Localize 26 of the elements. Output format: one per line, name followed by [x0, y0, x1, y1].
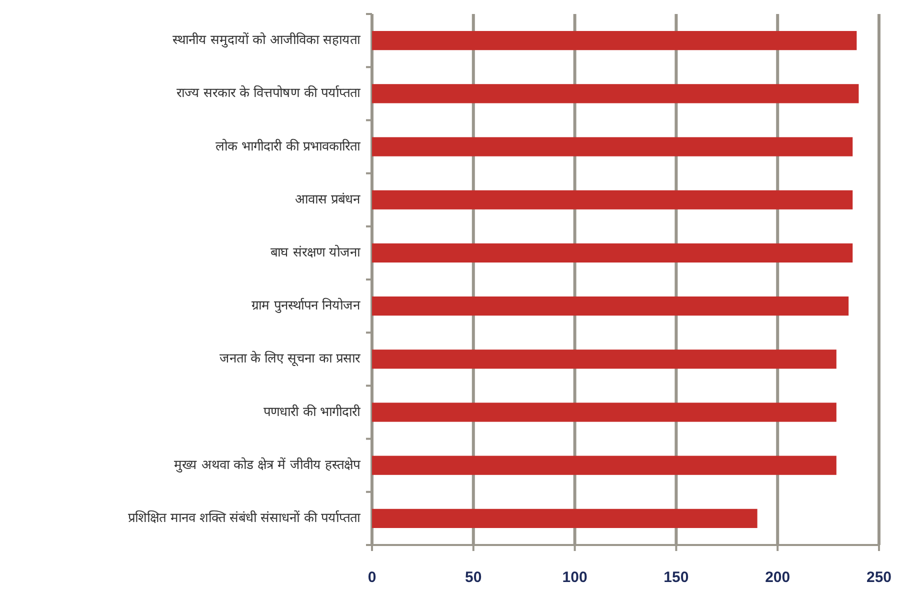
y-tick-label: प्रशिक्षित मानव शक्ति संबंधी संसाधनों की पर्याप्तता	[128, 510, 361, 526]
y-tick-label: स्थानीय समुदायों को आजीविका सहायता	[172, 32, 361, 48]
x-tick-label: 100	[562, 569, 588, 586]
y-tick-label: जनता के लिए सूचना का प्रसार	[219, 350, 361, 367]
x-tick-label: 0	[368, 569, 376, 586]
bar	[372, 190, 853, 210]
x-tick-label: 150	[664, 569, 689, 586]
y-tick-label: राज्य सरकार के वित्तपोषण की पर्याप्तता	[176, 85, 361, 102]
bar	[372, 243, 853, 263]
bar	[372, 30, 857, 50]
bar	[372, 296, 849, 316]
y-tick-label: पणधारी की भागीदारी	[264, 404, 361, 420]
bar	[372, 350, 836, 369]
y-tick-label: आवास प्रबंधन	[294, 192, 361, 208]
x-tick-label: 200	[765, 569, 790, 586]
bar	[372, 508, 758, 528]
bar	[372, 402, 836, 422]
x-tick-label: 250	[866, 569, 892, 586]
y-tick-label: बाघ संरक्षण योजना	[270, 244, 361, 260]
bar	[372, 137, 853, 156]
y-tick-label: ग्राम पुनर्स्थापन नियोजन	[252, 298, 361, 314]
bar	[372, 84, 859, 104]
y-tick-label: मुख्य अथवा कोड क्षेत्र में जीवीय हस्तक्षेप	[174, 456, 361, 473]
y-tick-label: लोक भागीदारी की प्रभावकारिता	[216, 138, 361, 154]
x-tick-label: 50	[465, 569, 482, 586]
bar	[372, 456, 836, 475]
